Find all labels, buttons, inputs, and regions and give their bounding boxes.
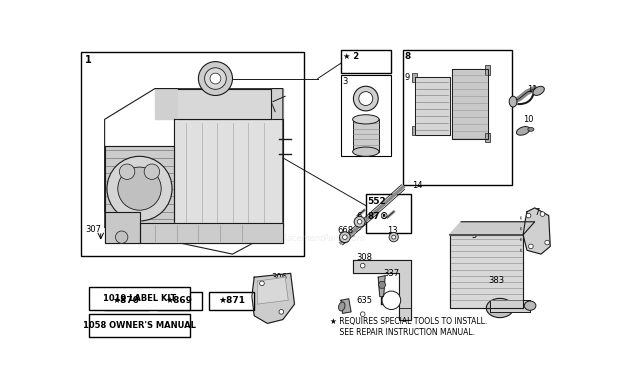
Text: 87®: 87® [367,212,389,221]
Circle shape [359,92,373,105]
Circle shape [118,167,161,210]
Circle shape [354,216,365,227]
Polygon shape [257,277,288,304]
Polygon shape [450,235,523,308]
Text: 6: 6 [356,212,362,221]
FancyArrowPatch shape [518,91,534,104]
Text: 13: 13 [388,226,398,234]
Text: 1019 LABEL KIT: 1019 LABEL KIT [103,294,176,303]
Text: ★869: ★869 [166,296,193,305]
Bar [490,300,530,312]
Text: 3: 3 [342,77,348,86]
Text: ★870: ★870 [113,296,140,305]
Text: 11: 11 [527,85,538,94]
Polygon shape [105,212,140,243]
Circle shape [389,233,398,242]
Circle shape [528,244,533,249]
Bar [412,73,417,82]
Text: 5: 5 [471,231,476,240]
Ellipse shape [533,86,544,95]
Text: 14: 14 [412,181,423,190]
Bar [341,75,391,156]
Ellipse shape [509,96,517,107]
Circle shape [353,86,378,111]
Ellipse shape [339,302,345,311]
Circle shape [260,281,264,286]
Text: 668: 668 [337,226,353,234]
Bar [89,314,190,337]
Bar [485,65,490,75]
Text: 9: 9 [404,73,410,82]
Text: 308: 308 [356,253,373,261]
Polygon shape [105,89,283,254]
Circle shape [357,219,362,224]
Ellipse shape [353,147,379,156]
Circle shape [144,164,160,179]
Polygon shape [174,119,283,227]
Text: 1: 1 [86,55,92,65]
Circle shape [540,212,545,216]
Circle shape [119,164,135,179]
Bar [81,52,304,256]
Bar [210,292,254,310]
Polygon shape [450,222,534,235]
Text: 337: 337 [384,270,400,278]
Text: 1058 OWNER'S MANUAL: 1058 OWNER'S MANUAL [83,321,196,330]
Polygon shape [378,276,385,296]
Circle shape [526,213,531,218]
Circle shape [382,291,401,310]
Circle shape [107,156,172,221]
Circle shape [210,73,221,84]
Bar [403,50,511,185]
Ellipse shape [516,127,530,135]
Circle shape [545,240,549,245]
Circle shape [392,235,396,239]
Ellipse shape [486,298,513,318]
Text: ★ REQUIRES SPECIAL TOOLS TO INSTALL.
    SEE REPAIR INSTRUCTION MANUAL.: ★ REQUIRES SPECIAL TOOLS TO INSTALL. SEE… [330,317,487,336]
Circle shape [279,310,284,314]
Polygon shape [452,69,489,139]
Ellipse shape [528,127,534,131]
Ellipse shape [353,115,379,124]
Circle shape [340,232,350,243]
Bar [341,50,391,73]
Polygon shape [523,208,551,254]
Circle shape [360,263,365,268]
Circle shape [205,68,226,89]
Text: 552: 552 [367,197,386,206]
Text: 307: 307 [86,225,101,234]
Polygon shape [105,146,174,231]
Polygon shape [140,223,283,243]
Polygon shape [252,273,294,323]
Text: ★ 2: ★ 2 [342,52,359,60]
Circle shape [360,312,365,316]
Text: 7: 7 [534,208,540,217]
Bar [89,287,190,310]
Text: 8: 8 [404,52,411,60]
Text: 306: 306 [272,273,287,282]
Bar [353,119,379,152]
Polygon shape [155,89,283,119]
Bar [104,292,149,310]
Circle shape [198,62,232,95]
Polygon shape [179,89,272,119]
Circle shape [115,231,128,243]
Bar [366,194,410,233]
Text: 635: 635 [356,296,373,305]
Polygon shape [415,77,450,135]
Text: ★871: ★871 [218,296,246,305]
Text: ReplacementParts.com: ReplacementParts.com [269,234,366,243]
Bar [156,292,202,310]
Text: 383: 383 [489,276,505,285]
Polygon shape [341,299,351,313]
Circle shape [342,235,347,239]
Text: 10: 10 [523,116,534,124]
Bar [399,308,410,320]
Ellipse shape [525,301,536,310]
Bar [485,133,490,142]
Bar [412,126,417,135]
Polygon shape [353,260,410,320]
